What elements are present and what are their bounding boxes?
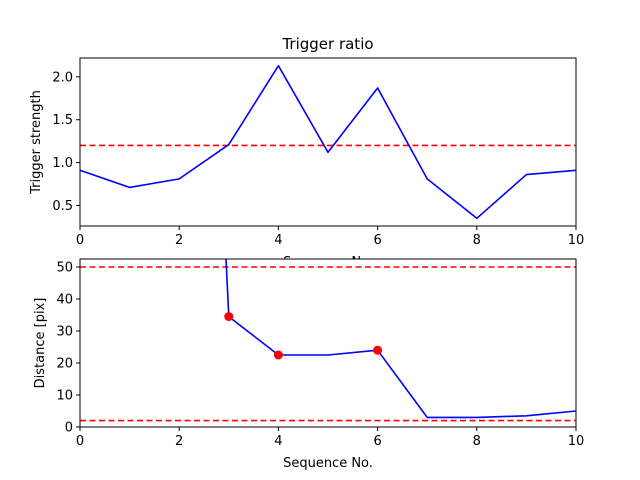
y-tick-label-0-0: 0.5: [52, 199, 73, 214]
series-line-0-0: [80, 64, 576, 220]
y-axis-label-0: Trigger strength: [29, 90, 44, 195]
y-tick-label-1-0: 0: [65, 421, 73, 436]
y-tick-label-1-5: 50: [56, 261, 73, 276]
axes-frame-0: [79, 57, 577, 227]
plot-area-1: [80, 259, 576, 422]
y-axis-label-1: Distance [pix]: [33, 298, 48, 389]
x-tick-label-1-2: 4: [274, 434, 282, 449]
x-tick-label-0-5: 10: [568, 233, 585, 248]
data-point-1-0: [224, 312, 234, 322]
x-tick-label-0-3: 6: [373, 233, 381, 248]
y-tick-label-1-3: 30: [56, 325, 73, 340]
chart-title-0: Trigger ratio: [281, 35, 373, 53]
y-tick-label-1-2: 20: [56, 357, 73, 372]
x-tick-label-1-3: 6: [373, 434, 381, 449]
plot-background-1: [80, 259, 576, 427]
x-tick-label-0-2: 4: [274, 233, 282, 248]
y-tick-label-0-2: 1.5: [52, 113, 73, 128]
x-tick-label-0-4: 8: [473, 233, 481, 248]
chart-1: 0 2 4 6 8 10 0 10 20 30 40 50 Sequence No. Distance […: [33, 258, 585, 471]
x-tick-label-1-0: 0: [76, 434, 84, 449]
x-tick-label-1-4: 8: [473, 434, 481, 449]
y-tick-label-0-3: 2.0: [52, 70, 73, 85]
data-point-1-2: [373, 345, 383, 355]
y-tick-label-1-1: 10: [56, 389, 73, 404]
x-axis-label-1: Sequence No.: [283, 456, 373, 471]
x-tick-label-1-5: 10: [568, 434, 585, 449]
data-point-1-1: [273, 350, 283, 360]
axes-frame-1: [79, 258, 577, 428]
plot-area-0: [80, 64, 576, 220]
x-tick-label-0-1: 2: [175, 233, 183, 248]
y-tick-label-0-1: 1.0: [52, 156, 73, 171]
y-tick-label-1-4: 40: [56, 293, 73, 308]
x-tick-label-0-0: 0: [76, 233, 84, 248]
x-tick-label-1-1: 2: [175, 434, 183, 449]
